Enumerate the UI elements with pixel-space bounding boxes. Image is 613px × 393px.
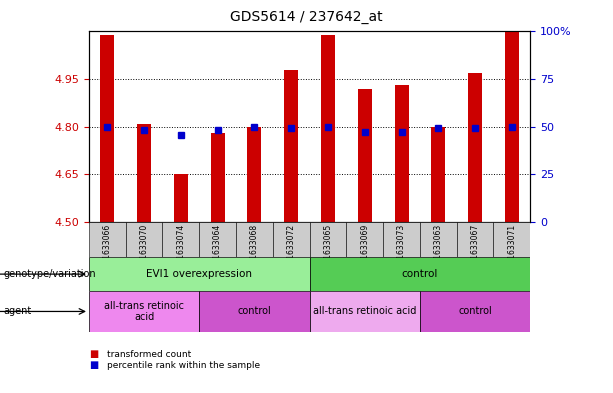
Text: control: control (237, 307, 272, 316)
Bar (310, 222, 346, 257)
Bar (101, 35, 114, 222)
Bar (346, 222, 383, 257)
Bar (199, 222, 236, 257)
Text: control: control (402, 269, 438, 279)
Bar (137, 123, 151, 222)
Text: GSM1633065: GSM1633065 (324, 224, 332, 275)
Text: GSM1633068: GSM1633068 (250, 224, 259, 275)
Bar (468, 73, 482, 222)
Bar (505, 31, 519, 222)
Text: control: control (458, 307, 492, 316)
Bar (493, 222, 530, 257)
Text: GSM1633067: GSM1633067 (471, 224, 479, 275)
Text: all-trans retinoic acid: all-trans retinoic acid (313, 307, 416, 316)
Text: percentile rank within the sample: percentile rank within the sample (107, 361, 261, 370)
Text: ■: ■ (89, 349, 98, 360)
Bar (284, 70, 298, 222)
Text: GDS5614 / 237642_at: GDS5614 / 237642_at (230, 10, 383, 24)
Bar (174, 174, 188, 222)
Bar (126, 222, 162, 257)
Bar (236, 222, 273, 257)
Text: GSM1633072: GSM1633072 (287, 224, 295, 275)
Text: GSM1633063: GSM1633063 (434, 224, 443, 275)
Bar (162, 222, 199, 257)
Text: agent: agent (3, 307, 31, 316)
Bar (248, 127, 261, 222)
Text: GSM1633064: GSM1633064 (213, 224, 222, 275)
Text: all-trans retinoic
acid: all-trans retinoic acid (104, 301, 184, 322)
Text: GSM1633074: GSM1633074 (177, 224, 185, 275)
Text: GSM1633069: GSM1633069 (360, 224, 369, 275)
Bar (89, 291, 199, 332)
Text: EVI1 overexpression: EVI1 overexpression (147, 269, 252, 279)
Bar (457, 222, 493, 257)
Bar (432, 127, 445, 222)
Bar (199, 291, 310, 332)
Bar (89, 222, 126, 257)
Bar (310, 257, 530, 291)
Bar (383, 222, 420, 257)
Text: GSM1633066: GSM1633066 (103, 224, 112, 275)
Bar (211, 133, 224, 222)
Text: ■: ■ (89, 360, 98, 371)
Bar (310, 291, 420, 332)
Bar (321, 35, 335, 222)
Text: genotype/variation: genotype/variation (3, 269, 96, 279)
Text: GSM1633071: GSM1633071 (508, 224, 516, 275)
Bar (420, 291, 530, 332)
Bar (420, 222, 457, 257)
Text: transformed count: transformed count (107, 350, 191, 359)
Bar (89, 257, 310, 291)
Text: GSM1633070: GSM1633070 (140, 224, 148, 275)
Bar (358, 89, 371, 222)
Bar (273, 222, 310, 257)
Text: GSM1633073: GSM1633073 (397, 224, 406, 275)
Bar (395, 85, 408, 222)
